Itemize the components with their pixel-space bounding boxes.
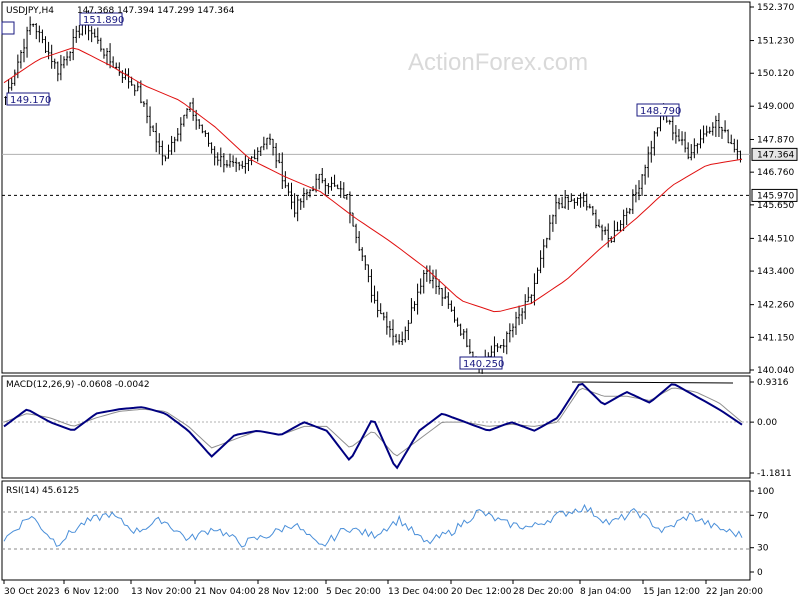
price-annotation-label: 140.250: [463, 359, 504, 370]
rsi-axis-label: 100: [757, 487, 774, 497]
price-series: [4, 10, 742, 374]
support-level-box: [751, 188, 798, 202]
price-axis-label: 140.040: [757, 366, 794, 376]
price-axis-label: 149.000: [757, 102, 794, 112]
macd-panel-frame: [1, 375, 751, 479]
price-annotation-box: [79, 12, 123, 26]
macd-trendline: [571, 381, 734, 384]
macd-axis-label: 0.9316: [757, 378, 789, 388]
time-axis-label: 8 Jan 04:00: [580, 587, 632, 597]
current-level-label: 147.364: [757, 150, 794, 160]
macd-axis-label: 0.00: [757, 418, 777, 428]
macd-line: [3, 382, 743, 470]
price-axis-label: 147.870: [757, 135, 794, 145]
time-axis-label: 28 Dec 20:00: [513, 587, 574, 597]
rsi-axis-label: 30: [757, 544, 769, 554]
time-axis-label: 30 Oct 2023: [4, 587, 60, 597]
current-level-box: [751, 147, 798, 161]
moving-average-line: [3, 47, 743, 313]
price-annotation-box: [6, 92, 50, 106]
watermark: ActionForex.com: [408, 49, 588, 76]
price-axis-label: 143.400: [757, 267, 794, 277]
rsi-panel-frame: [1, 480, 751, 581]
price-axis-label: 141.150: [757, 333, 794, 343]
time-axis-label: 13 Dec 04:00: [388, 587, 449, 597]
support-level-label: 145.970: [757, 191, 794, 201]
macd-header: MACD(12,26,9) -0.0608 -0.0042: [6, 380, 150, 390]
price-axis-label: 152.370: [757, 3, 794, 13]
time-axis-label: 6 Nov 12:00: [64, 587, 119, 597]
time-axis-label: 21 Nov 04:00: [195, 587, 256, 597]
price-annotation-box: [1, 21, 15, 35]
price-axis-label: 150.120: [757, 69, 794, 79]
macd-axis-label: -1.1811: [757, 469, 792, 479]
price-axis-label: 142.260: [757, 301, 794, 311]
price-axis-label: 144.510: [757, 234, 794, 244]
time-axis-label: 13 Nov 20:00: [131, 587, 192, 597]
price-axis-label: 151.230: [757, 37, 794, 47]
price-annotation-label: 148.790: [640, 106, 681, 117]
price-axis-label: 145.650: [757, 201, 794, 211]
price-annotation-label: 151.890: [83, 15, 124, 26]
rsi-line: [3, 503, 743, 548]
time-axis-label: 28 Nov 12:00: [258, 587, 319, 597]
price-annotation-box: [636, 103, 680, 117]
symbol-header: USDJPY,H4: [6, 6, 54, 16]
rsi-axis-label: 0: [757, 568, 763, 578]
time-axis-label: 5 Dec 20:00: [326, 587, 381, 597]
price-panel-frame: [1, 1, 751, 374]
time-axis-label: 22 Jan 20:00: [706, 587, 763, 597]
price-annotation-box: [459, 356, 503, 370]
ohlc-header: 147.368 147.394 147.299 147.364: [77, 6, 235, 16]
price-annotation-label: 149.170: [10, 95, 51, 106]
time-axis-label: 15 Jan 12:00: [643, 587, 700, 597]
rsi-axis-label: 70: [757, 511, 769, 521]
time-axis-label: 20 Dec 12:00: [451, 587, 512, 597]
price-axis-label: 146.760: [757, 168, 794, 178]
rsi-header: RSI(14) 45.6125: [6, 486, 79, 496]
